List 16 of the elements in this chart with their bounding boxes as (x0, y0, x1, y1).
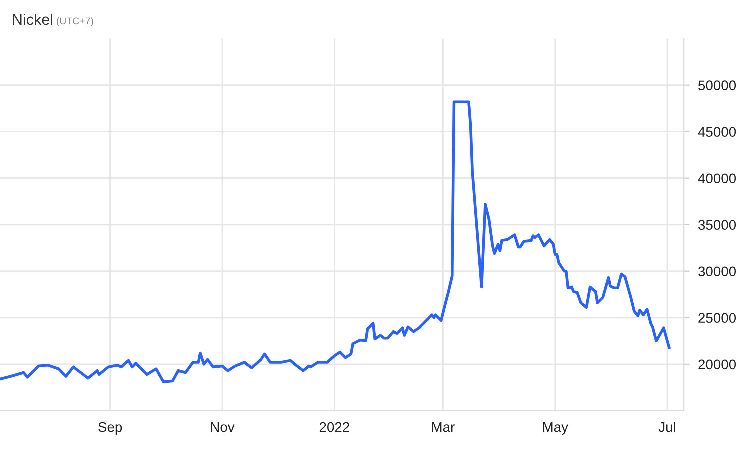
y-tick-label: 25000 (698, 313, 736, 324)
y-tick-label: 45000 (698, 127, 736, 138)
chart-subtitle: (UTC+7) (57, 17, 94, 27)
y-tick-label: 35000 (698, 220, 736, 230)
x-tick-label: 2022 (320, 422, 350, 432)
line-series (0, 100, 671, 384)
x-tick-label: Nov (211, 422, 235, 432)
chart-title: Nickel (13, 14, 53, 26)
y-tick-label: 30000 (698, 266, 736, 277)
y-tick-label: 40000 (698, 174, 736, 184)
x-tick-label: Jul (658, 422, 676, 432)
y-tick-label: 50000 (698, 80, 736, 91)
y-tick-label: 20000 (698, 360, 736, 370)
x-tick-label: Sep (98, 422, 122, 435)
x-tick-label: May (543, 422, 568, 435)
x-tick-label: Mar (432, 422, 455, 432)
